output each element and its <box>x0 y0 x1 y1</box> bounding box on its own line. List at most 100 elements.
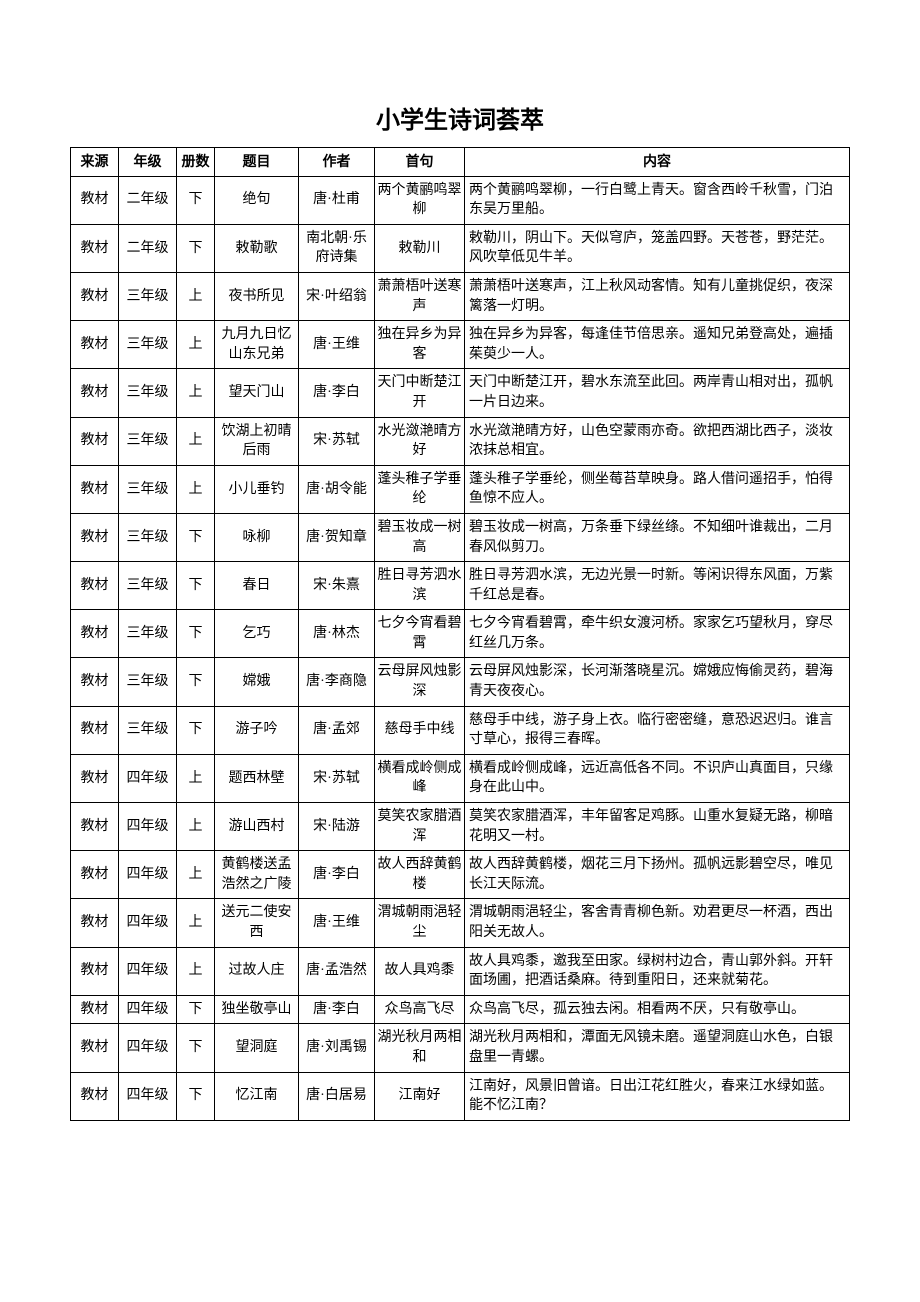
cell-volume: 下 <box>177 995 215 1024</box>
cell-grade: 四年级 <box>119 1072 177 1120</box>
cell-content: 故人具鸡黍，邀我至田家。绿树村边合，青山郭外斜。开轩面场圃，把酒话桑麻。待到重阳… <box>465 947 850 995</box>
cell-first: 故人具鸡黍 <box>375 947 465 995</box>
cell-content: 渭城朝雨浥轻尘，客舍青青柳色新。劝君更尽一杯酒，西出阳关无故人。 <box>465 899 850 947</box>
cell-author: 宋·陆游 <box>299 803 375 851</box>
cell-first: 七夕今宵看碧霄 <box>375 610 465 658</box>
cell-volume: 下 <box>177 1072 215 1120</box>
cell-source: 教材 <box>71 803 119 851</box>
cell-title: 敕勒歌 <box>215 224 299 272</box>
cell-volume: 上 <box>177 369 215 417</box>
page-title: 小学生诗词荟萃 <box>70 100 850 135</box>
cell-first: 横看成岭侧成峰 <box>375 754 465 802</box>
cell-content: 萧萧梧叶送寒声，江上秋风动客情。知有儿童挑促织，夜深篱落一灯明。 <box>465 272 850 320</box>
cell-volume: 上 <box>177 272 215 320</box>
cell-grade: 三年级 <box>119 272 177 320</box>
cell-title: 游子吟 <box>215 706 299 754</box>
cell-grade: 四年级 <box>119 899 177 947</box>
cell-title: 咏柳 <box>215 513 299 561</box>
cell-source: 教材 <box>71 1072 119 1120</box>
cell-author: 南北朝·乐府诗集 <box>299 224 375 272</box>
col-header-title: 题目 <box>215 148 299 177</box>
cell-content: 胜日寻芳泗水滨，无边光景一时新。等闲识得东风面，万紫千红总是春。 <box>465 562 850 610</box>
cell-grade: 三年级 <box>119 706 177 754</box>
table-row: 教材三年级上饮湖上初晴后雨宋·苏轼水光潋滟晴方好水光潋滟晴方好，山色空蒙雨亦奇。… <box>71 417 850 465</box>
cell-first: 慈母手中线 <box>375 706 465 754</box>
table-row: 教材三年级下嫦娥唐·李商隐云母屏风烛影深云母屏风烛影深，长河渐落晓星沉。嫦娥应悔… <box>71 658 850 706</box>
cell-source: 教材 <box>71 658 119 706</box>
table-header-row: 来源 年级 册数 题目 作者 首句 内容 <box>71 148 850 177</box>
cell-grade: 三年级 <box>119 417 177 465</box>
cell-first: 蓬头稚子学垂纶 <box>375 465 465 513</box>
cell-volume: 下 <box>177 610 215 658</box>
cell-first: 莫笑农家腊酒浑 <box>375 803 465 851</box>
col-header-first: 首句 <box>375 148 465 177</box>
cell-author: 宋·朱熹 <box>299 562 375 610</box>
cell-grade: 三年级 <box>119 465 177 513</box>
cell-grade: 三年级 <box>119 369 177 417</box>
cell-author: 唐·李商隐 <box>299 658 375 706</box>
col-header-volume: 册数 <box>177 148 215 177</box>
cell-grade: 二年级 <box>119 224 177 272</box>
cell-source: 教材 <box>71 706 119 754</box>
cell-title: 夜书所见 <box>215 272 299 320</box>
poetry-table: 来源 年级 册数 题目 作者 首句 内容 教材二年级下绝句唐·杜甫两个黄鹂鸣翠柳… <box>70 147 850 1121</box>
cell-author: 宋·叶绍翁 <box>299 272 375 320</box>
cell-content: 蓬头稚子学垂纶，侧坐莓苔草映身。路人借问遥招手，怕得鱼惊不应人。 <box>465 465 850 513</box>
cell-grade: 四年级 <box>119 803 177 851</box>
table-row: 教材三年级下咏柳唐·贺知章碧玉妆成一树高碧玉妆成一树高，万条垂下绿丝绦。不知细叶… <box>71 513 850 561</box>
cell-grade: 二年级 <box>119 176 177 224</box>
cell-title: 黄鹤楼送孟浩然之广陵 <box>215 851 299 899</box>
cell-author: 唐·刘禹锡 <box>299 1024 375 1072</box>
cell-title: 饮湖上初晴后雨 <box>215 417 299 465</box>
cell-source: 教材 <box>71 224 119 272</box>
cell-author: 唐·李白 <box>299 369 375 417</box>
cell-content: 莫笑农家腊酒浑，丰年留客足鸡豚。山重水复疑无路，柳暗花明又一村。 <box>465 803 850 851</box>
table-row: 教材四年级上游山西村宋·陆游莫笑农家腊酒浑莫笑农家腊酒浑，丰年留客足鸡豚。山重水… <box>71 803 850 851</box>
table-row: 教材三年级上小儿垂钓唐·胡令能蓬头稚子学垂纶蓬头稚子学垂纶，侧坐莓苔草映身。路人… <box>71 465 850 513</box>
cell-title: 题西林壁 <box>215 754 299 802</box>
table-row: 教材四年级上过故人庄唐·孟浩然故人具鸡黍故人具鸡黍，邀我至田家。绿树村边合，青山… <box>71 947 850 995</box>
col-header-source: 来源 <box>71 148 119 177</box>
cell-author: 唐·贺知章 <box>299 513 375 561</box>
cell-volume: 下 <box>177 1024 215 1072</box>
cell-author: 宋·苏轼 <box>299 754 375 802</box>
cell-title: 嫦娥 <box>215 658 299 706</box>
cell-content: 天门中断楚江开，碧水东流至此回。两岸青山相对出，孤帆一片日边来。 <box>465 369 850 417</box>
cell-content: 两个黄鹂鸣翠柳，一行白鹭上青天。窗含西岭千秋雪，门泊东吴万里船。 <box>465 176 850 224</box>
cell-author: 唐·林杰 <box>299 610 375 658</box>
cell-title: 小儿垂钓 <box>215 465 299 513</box>
cell-source: 教材 <box>71 995 119 1024</box>
cell-content: 江南好，风景旧曾谙。日出江花红胜火，春来江水绿如蓝。能不忆江南？ <box>465 1072 850 1120</box>
cell-content: 湖光秋月两相和，潭面无风镜未磨。遥望洞庭山水色，白银盘里一青螺。 <box>465 1024 850 1072</box>
cell-first: 湖光秋月两相和 <box>375 1024 465 1072</box>
cell-content: 云母屏风烛影深，长河渐落晓星沉。嫦娥应悔偷灵药，碧海青天夜夜心。 <box>465 658 850 706</box>
cell-content: 七夕今宵看碧霄，牵牛织女渡河桥。家家乞巧望秋月，穿尽红丝几万条。 <box>465 610 850 658</box>
cell-content: 故人西辞黄鹤楼，烟花三月下扬州。孤帆远影碧空尽，唯见长江天际流。 <box>465 851 850 899</box>
cell-volume: 下 <box>177 176 215 224</box>
cell-source: 教材 <box>71 947 119 995</box>
table-row: 教材四年级下忆江南唐·白居易江南好江南好，风景旧曾谙。日出江花红胜火，春来江水绿… <box>71 1072 850 1120</box>
cell-source: 教材 <box>71 417 119 465</box>
cell-grade: 三年级 <box>119 610 177 658</box>
table-row: 教材四年级上送元二使安西唐·王维渭城朝雨浥轻尘渭城朝雨浥轻尘，客舍青青柳色新。劝… <box>71 899 850 947</box>
cell-volume: 上 <box>177 465 215 513</box>
cell-title: 忆江南 <box>215 1072 299 1120</box>
table-row: 教材四年级上题西林壁宋·苏轼横看成岭侧成峰横看成岭侧成峰，远近高低各不同。不识庐… <box>71 754 850 802</box>
cell-content: 众鸟高飞尽，孤云独去闲。相看两不厌，只有敬亭山。 <box>465 995 850 1024</box>
cell-title: 游山西村 <box>215 803 299 851</box>
cell-content: 碧玉妆成一树高，万条垂下绿丝绦。不知细叶谁裁出，二月春风似剪刀。 <box>465 513 850 561</box>
cell-first: 江南好 <box>375 1072 465 1120</box>
col-header-author: 作者 <box>299 148 375 177</box>
cell-volume: 上 <box>177 851 215 899</box>
cell-author: 唐·胡令能 <box>299 465 375 513</box>
cell-first: 敕勒川 <box>375 224 465 272</box>
cell-author: 唐·王维 <box>299 899 375 947</box>
table-row: 教材三年级上望天门山唐·李白天门中断楚江开天门中断楚江开，碧水东流至此回。两岸青… <box>71 369 850 417</box>
cell-volume: 下 <box>177 562 215 610</box>
cell-first: 水光潋滟晴方好 <box>375 417 465 465</box>
cell-first: 众鸟高飞尽 <box>375 995 465 1024</box>
table-row: 教材三年级下游子吟唐·孟郊慈母手中线慈母手中线，游子身上衣。临行密密缝，意恐迟迟… <box>71 706 850 754</box>
cell-volume: 上 <box>177 321 215 369</box>
cell-source: 教材 <box>71 610 119 658</box>
cell-content: 独在异乡为异客，每逢佳节倍思亲。遥知兄弟登高处，遍插茱萸少一人。 <box>465 321 850 369</box>
